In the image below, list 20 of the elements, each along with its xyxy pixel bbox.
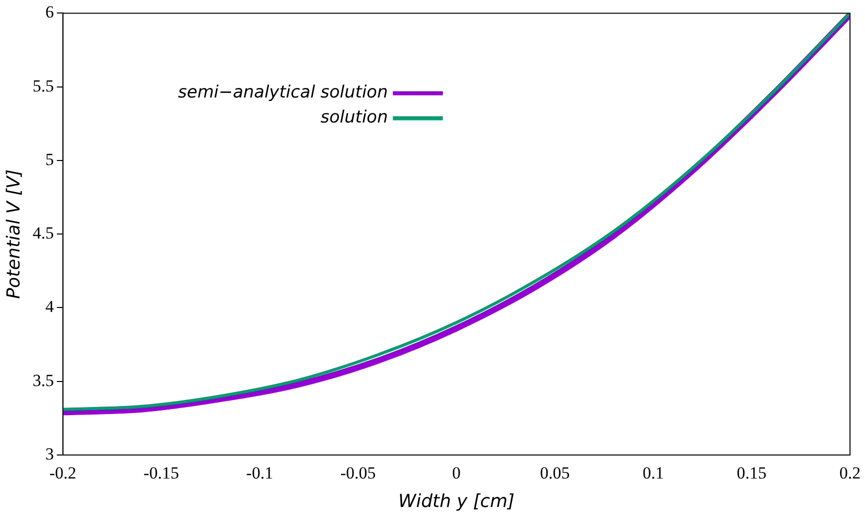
x-tick-label: -0.05 bbox=[340, 464, 376, 483]
y-tick-label: 6 bbox=[45, 2, 54, 22]
x-tick-label: -0.2 bbox=[49, 464, 76, 483]
y-tick-label: 3 bbox=[45, 444, 54, 464]
x-tick-label: 0.05 bbox=[540, 464, 570, 483]
x-tick-label: 0.15 bbox=[736, 464, 766, 483]
x-axis-title: Width y [cm] bbox=[398, 490, 515, 512]
x-tick-label: 0.1 bbox=[642, 464, 664, 483]
legend-label: semi−analytical solution bbox=[178, 82, 388, 103]
y-tick-label: 3.5 bbox=[32, 370, 54, 390]
x-tick-label: -0.15 bbox=[144, 464, 179, 483]
x-tick-label: 0.2 bbox=[839, 464, 861, 483]
x-tick-label: 0 bbox=[452, 464, 461, 483]
y-axis-title: Potential V [V] bbox=[3, 169, 24, 299]
x-tick-label: -0.1 bbox=[246, 464, 274, 483]
y-tick-label: 5 bbox=[45, 150, 54, 169]
y-tick-label: 4.5 bbox=[32, 224, 54, 243]
y-tick-label: 5.5 bbox=[32, 76, 54, 96]
y-tick-label: 4 bbox=[45, 297, 54, 316]
legend-label: solution bbox=[320, 108, 388, 128]
